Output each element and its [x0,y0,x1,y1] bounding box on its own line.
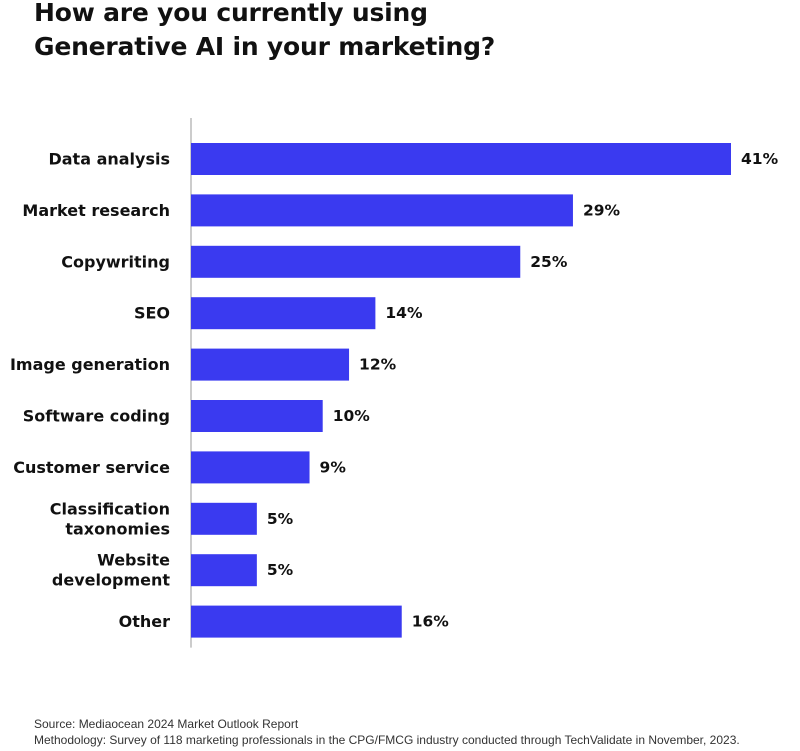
value-labels-group: 41% 29% 25% 14% 12% 10% 9% 5% 5% 16% [267,150,779,631]
chart-title-line-2: Generative AI in your marketing? [34,32,496,61]
category-label: Other [119,612,170,631]
bar [191,605,402,638]
bar-value-label: 9% [320,458,347,476]
category-label: SEO [134,304,170,323]
category-label: Copywriting [61,252,170,271]
bar [191,194,573,227]
chart-title-line-1: How are you currently using [34,0,428,27]
category-label: Classification taxonomies [50,499,170,538]
chart-footer: Source: Mediaocean 2024 Market Outlook R… [34,716,740,748]
bar [191,143,731,175]
bar-value-label: 41% [741,150,779,168]
category-label: Customer service [13,458,170,477]
bar-chart: Data analysis Market research Copywriting S… [10,118,779,648]
bar [191,451,310,484]
category-label-line: Other [119,612,170,631]
category-label-line: Website [97,551,170,570]
bar [191,297,376,330]
category-labels-group: Data analysis Market research Copywriting S… [10,150,170,632]
bar-value-label: 16% [412,613,450,631]
category-label: Website development [52,551,170,590]
bar-value-label: 29% [583,201,621,219]
category-label-line: Software coding [23,407,170,426]
methodology-note: Methodology: Survey of 118 marketing pro… [34,733,740,747]
category-label: Software coding [23,407,170,426]
bar-value-label: 5% [267,510,294,528]
category-label-line: Copywriting [61,252,170,271]
bar-value-label: 10% [333,407,371,425]
category-label-line: Data analysis [48,150,170,169]
bar-value-label: 14% [385,304,423,322]
bar [191,245,521,278]
category-label: Market research [22,201,170,220]
bar [191,502,257,535]
bar [191,400,323,432]
category-label: Data analysis [48,150,170,169]
category-label-line: Image generation [10,355,170,374]
bar-value-label: 5% [267,561,294,579]
bar-value-label: 25% [530,253,568,271]
category-label-line: Classification [50,499,170,518]
category-label-line: development [52,571,170,590]
bars-group [191,143,731,638]
category-label-line: Market research [22,201,170,220]
bar [191,554,257,587]
bar [191,348,350,381]
source-note: Source: Mediaocean 2024 Market Outlook R… [34,717,299,731]
category-label-line: SEO [134,304,170,323]
bar-value-label: 12% [359,356,397,374]
category-label-line: taxonomies [65,519,170,538]
category-label: Image generation [10,355,170,374]
category-label-line: Customer service [13,458,170,477]
chart-title: How are you currently using Generative A… [34,0,495,64]
